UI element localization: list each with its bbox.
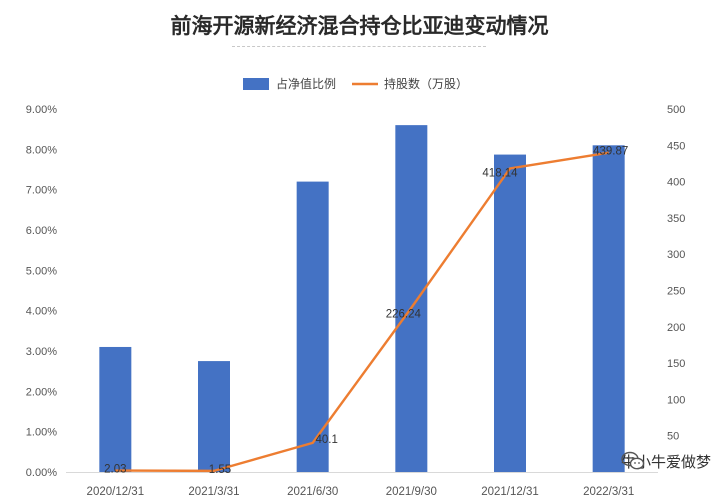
line-data-label: 2.03 bbox=[104, 464, 126, 476]
bar bbox=[592, 145, 625, 473]
line-data-label: 1.55 bbox=[209, 464, 231, 476]
wechat-icon bbox=[621, 451, 645, 470]
title-divider bbox=[232, 46, 486, 47]
x-tick-label: 2020/12/31 bbox=[87, 486, 145, 498]
y-right-tick-label: 250 bbox=[667, 286, 685, 298]
bar bbox=[494, 154, 526, 472]
watermark: 牛小牛爱做梦 bbox=[621, 451, 711, 472]
watermark-text: 牛小牛爱做梦 bbox=[620, 453, 711, 471]
y-left-tick-label: 2.00% bbox=[26, 386, 57, 398]
bar bbox=[99, 346, 132, 472]
x-tick-label: 2021/12/31 bbox=[481, 486, 539, 498]
x-tick-label: 2021/3/31 bbox=[188, 486, 239, 498]
y-left-tick-label: 3.00% bbox=[26, 346, 57, 358]
x-tick-label: 2022/3/31 bbox=[583, 486, 634, 498]
bar bbox=[198, 361, 230, 472]
y-right-tick-label: 50 bbox=[667, 431, 679, 443]
y-right-tick-label: 450 bbox=[667, 140, 685, 152]
y-left-tick-label: 6.00% bbox=[26, 225, 57, 237]
line-data-label: 418.14 bbox=[482, 167, 518, 179]
y-left-tick-label: 9.00% bbox=[26, 104, 57, 116]
y-left-tick-label: 0.00% bbox=[26, 467, 57, 479]
legend-line-label: 持股数（万股） bbox=[384, 76, 468, 91]
y-right-tick-label: 150 bbox=[667, 358, 685, 370]
y-left-tick-label: 5.00% bbox=[26, 265, 57, 277]
y-right-tick-label: 200 bbox=[667, 322, 685, 334]
legend-bar-label: 占净值比例 bbox=[276, 76, 336, 91]
chart-title: 前海开源新经济混合持仓比亚迪变动情况 bbox=[170, 14, 549, 38]
y-right-tick-label: 500 bbox=[667, 104, 685, 116]
y-left-tick-label: 7.00% bbox=[26, 185, 57, 197]
y-left-tick-label: 4.00% bbox=[26, 306, 57, 318]
x-tick-label: 2021/9/30 bbox=[386, 486, 437, 498]
bar bbox=[296, 181, 329, 472]
bar bbox=[395, 125, 428, 472]
y-right-tick-label: 400 bbox=[667, 177, 685, 189]
y-left-tick-label: 1.00% bbox=[26, 427, 57, 439]
y-left-tick-label: 8.00% bbox=[26, 144, 57, 156]
y-right-tick-label: 100 bbox=[667, 394, 685, 406]
y-right-tick-label: 350 bbox=[667, 213, 685, 225]
legend-bar-swatch bbox=[243, 78, 269, 90]
line-data-label: 226.24 bbox=[386, 309, 422, 321]
y-right-tick-label: 300 bbox=[667, 249, 685, 261]
line-data-label: 40.1 bbox=[315, 434, 337, 446]
x-tick-label: 2021/6/30 bbox=[287, 486, 338, 498]
shares-line bbox=[115, 151, 609, 473]
line-data-label: 439.87 bbox=[593, 146, 628, 158]
